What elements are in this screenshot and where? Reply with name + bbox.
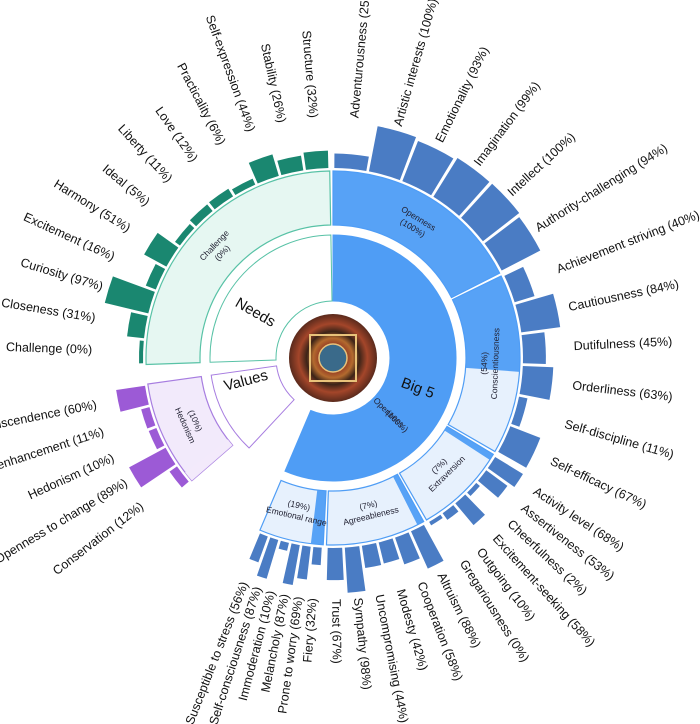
needs-root-arc[interactable]: [209, 234, 333, 363]
trait-label-orderliness: Orderliness (63%): [572, 378, 674, 404]
trait-label-adventurousness: Adventurousness (25%): [347, 0, 373, 119]
trait-bar-structure[interactable]: [303, 150, 329, 170]
trait-bar-authority-challenging[interactable]: [484, 217, 541, 271]
trait-bar-activity-level[interactable]: [487, 456, 523, 488]
trait-label-love: Love (12%): [152, 104, 200, 164]
trait-bar-trust[interactable]: [326, 547, 344, 581]
category-pct-emotional-range: (19%): [287, 498, 312, 513]
trait-bar-prone-to-worry[interactable]: [297, 545, 311, 580]
values-root-arc[interactable]: [210, 365, 295, 449]
trait-bar-harmony[interactable]: [144, 232, 179, 267]
category-value-hedonism: [185, 439, 233, 481]
category-pct-agreeableness: (7%): [358, 498, 378, 512]
trait-label-imagination: Imagination (99%): [471, 79, 543, 169]
category-arc-challenge[interactable]: [145, 170, 332, 366]
trait-bar-closeness[interactable]: [127, 312, 148, 339]
trait-bar-assertiveness[interactable]: [477, 470, 508, 498]
trait-label-challenge: Challenge (0%): [6, 340, 93, 357]
trait-bar-sympathy[interactable]: [344, 546, 366, 593]
category-value-extraversion: [444, 426, 494, 460]
trait-bar-modesty[interactable]: [378, 538, 400, 564]
trait-bar-altruism[interactable]: [410, 524, 444, 569]
trait-bar-uncompromising[interactable]: [361, 543, 382, 569]
trait-label-stability: Stability (26%): [258, 42, 289, 124]
trait-bar-susceptible-to-stress[interactable]: [249, 533, 268, 563]
trait-bar-ideal[interactable]: [174, 224, 195, 246]
trait-label-self-discipline: Self-discipline (11%): [563, 417, 675, 462]
trait-bar-dutifulness[interactable]: [521, 332, 546, 364]
mandala-core: [318, 343, 348, 373]
trait-label-emotionality: Emotionality (93%): [433, 44, 492, 144]
trait-bar-self-consciousness[interactable]: [256, 537, 279, 579]
category-arc-emotional-range[interactable]: [259, 479, 327, 546]
category-arc-extraversion[interactable]: [398, 425, 495, 521]
trait-label-fiery: Fiery (32%): [300, 598, 319, 664]
trait-label-dutifulness: Dutifulness (45%): [573, 335, 672, 354]
trait-bar-cautiousness[interactable]: [515, 293, 561, 333]
category-pct-conscientiousness: (54%): [479, 352, 490, 375]
trait-bar-orderliness[interactable]: [519, 365, 554, 400]
category-label-conscientiousness: Conscientiousness: [489, 328, 501, 400]
trait-label-artistic-interests: Artistic interests (100%): [391, 0, 440, 128]
trait-label-sympathy: Sympathy (98%): [351, 597, 374, 690]
center-image: [289, 314, 377, 402]
trait-bar-cheerfulness[interactable]: [467, 482, 480, 497]
trait-bar-intellect[interactable]: [461, 183, 520, 242]
trait-bar-emotionality[interactable]: [402, 141, 454, 196]
trait-bar-excitement[interactable]: [145, 263, 166, 290]
trait-bar-stability[interactable]: [277, 155, 304, 176]
trait-bar-liberty[interactable]: [189, 204, 213, 227]
trait-bar-self-enhancement[interactable]: [141, 407, 156, 429]
trait-label-achievement-striving: Achievement striving (40%): [555, 208, 700, 276]
trait-bar-adventurousness[interactable]: [334, 153, 369, 171]
trait-bar-self-efficacy[interactable]: [498, 426, 541, 468]
trait-label-cautiousness: Cautiousness (84%): [567, 277, 680, 314]
trait-bar-self-transcendence[interactable]: [116, 385, 149, 412]
trait-bar-excitement-seeking[interactable]: [455, 494, 485, 526]
trait-bar-outgoing[interactable]: [442, 505, 459, 520]
trait-bar-cooperation[interactable]: [395, 532, 420, 565]
category-value-conscientiousness: [452, 276, 521, 372]
trait-bar-love[interactable]: [209, 188, 234, 210]
category-value-agreeableness: [393, 474, 424, 525]
trait-bar-immoderation[interactable]: [278, 540, 289, 551]
trait-bar-curiosity[interactable]: [104, 276, 155, 314]
trait-bar-openness-to-change[interactable]: [129, 447, 176, 488]
trait-bar-gregariousness[interactable]: [429, 514, 443, 526]
trait-bar-challenge[interactable]: [139, 340, 144, 364]
trait-bars: [104, 126, 561, 593]
trait-label-structure: Structure (32%): [299, 30, 320, 118]
big-5-root-arc[interactable]: [284, 234, 457, 482]
trait-bar-hedonism[interactable]: [148, 427, 165, 450]
mandala-square: [309, 334, 357, 382]
category-arc-agreeableness[interactable]: [325, 473, 425, 546]
trait-bar-practicality[interactable]: [231, 178, 256, 196]
trait-label-intellect: Intellect (100%): [505, 130, 578, 199]
category-value-openness: [333, 171, 500, 298]
trait-bar-achievement-striving[interactable]: [504, 266, 535, 303]
category-ring: Openness(100%)Conscientiousness(54%)Extr…: [145, 170, 521, 546]
trait-bar-self-expression[interactable]: [248, 154, 279, 184]
trait-bar-fiery[interactable]: [311, 546, 322, 566]
trait-label-closeness: Closeness (31%): [0, 296, 96, 325]
category-value-emotional-range: [310, 490, 327, 545]
trait-label-trust: Trust (67%): [329, 599, 344, 664]
trait-bar-conservation[interactable]: [169, 466, 189, 488]
trait-label-curiosity: Curiosity (97%): [19, 255, 105, 293]
trait-bar-artistic-interests[interactable]: [368, 126, 417, 181]
trait-bar-melancholy[interactable]: [282, 543, 300, 585]
trait-bar-imagination[interactable]: [433, 157, 490, 216]
trait-bar-self-discipline[interactable]: [511, 396, 528, 427]
trait-label-ideal: Ideal (5%): [100, 162, 153, 209]
